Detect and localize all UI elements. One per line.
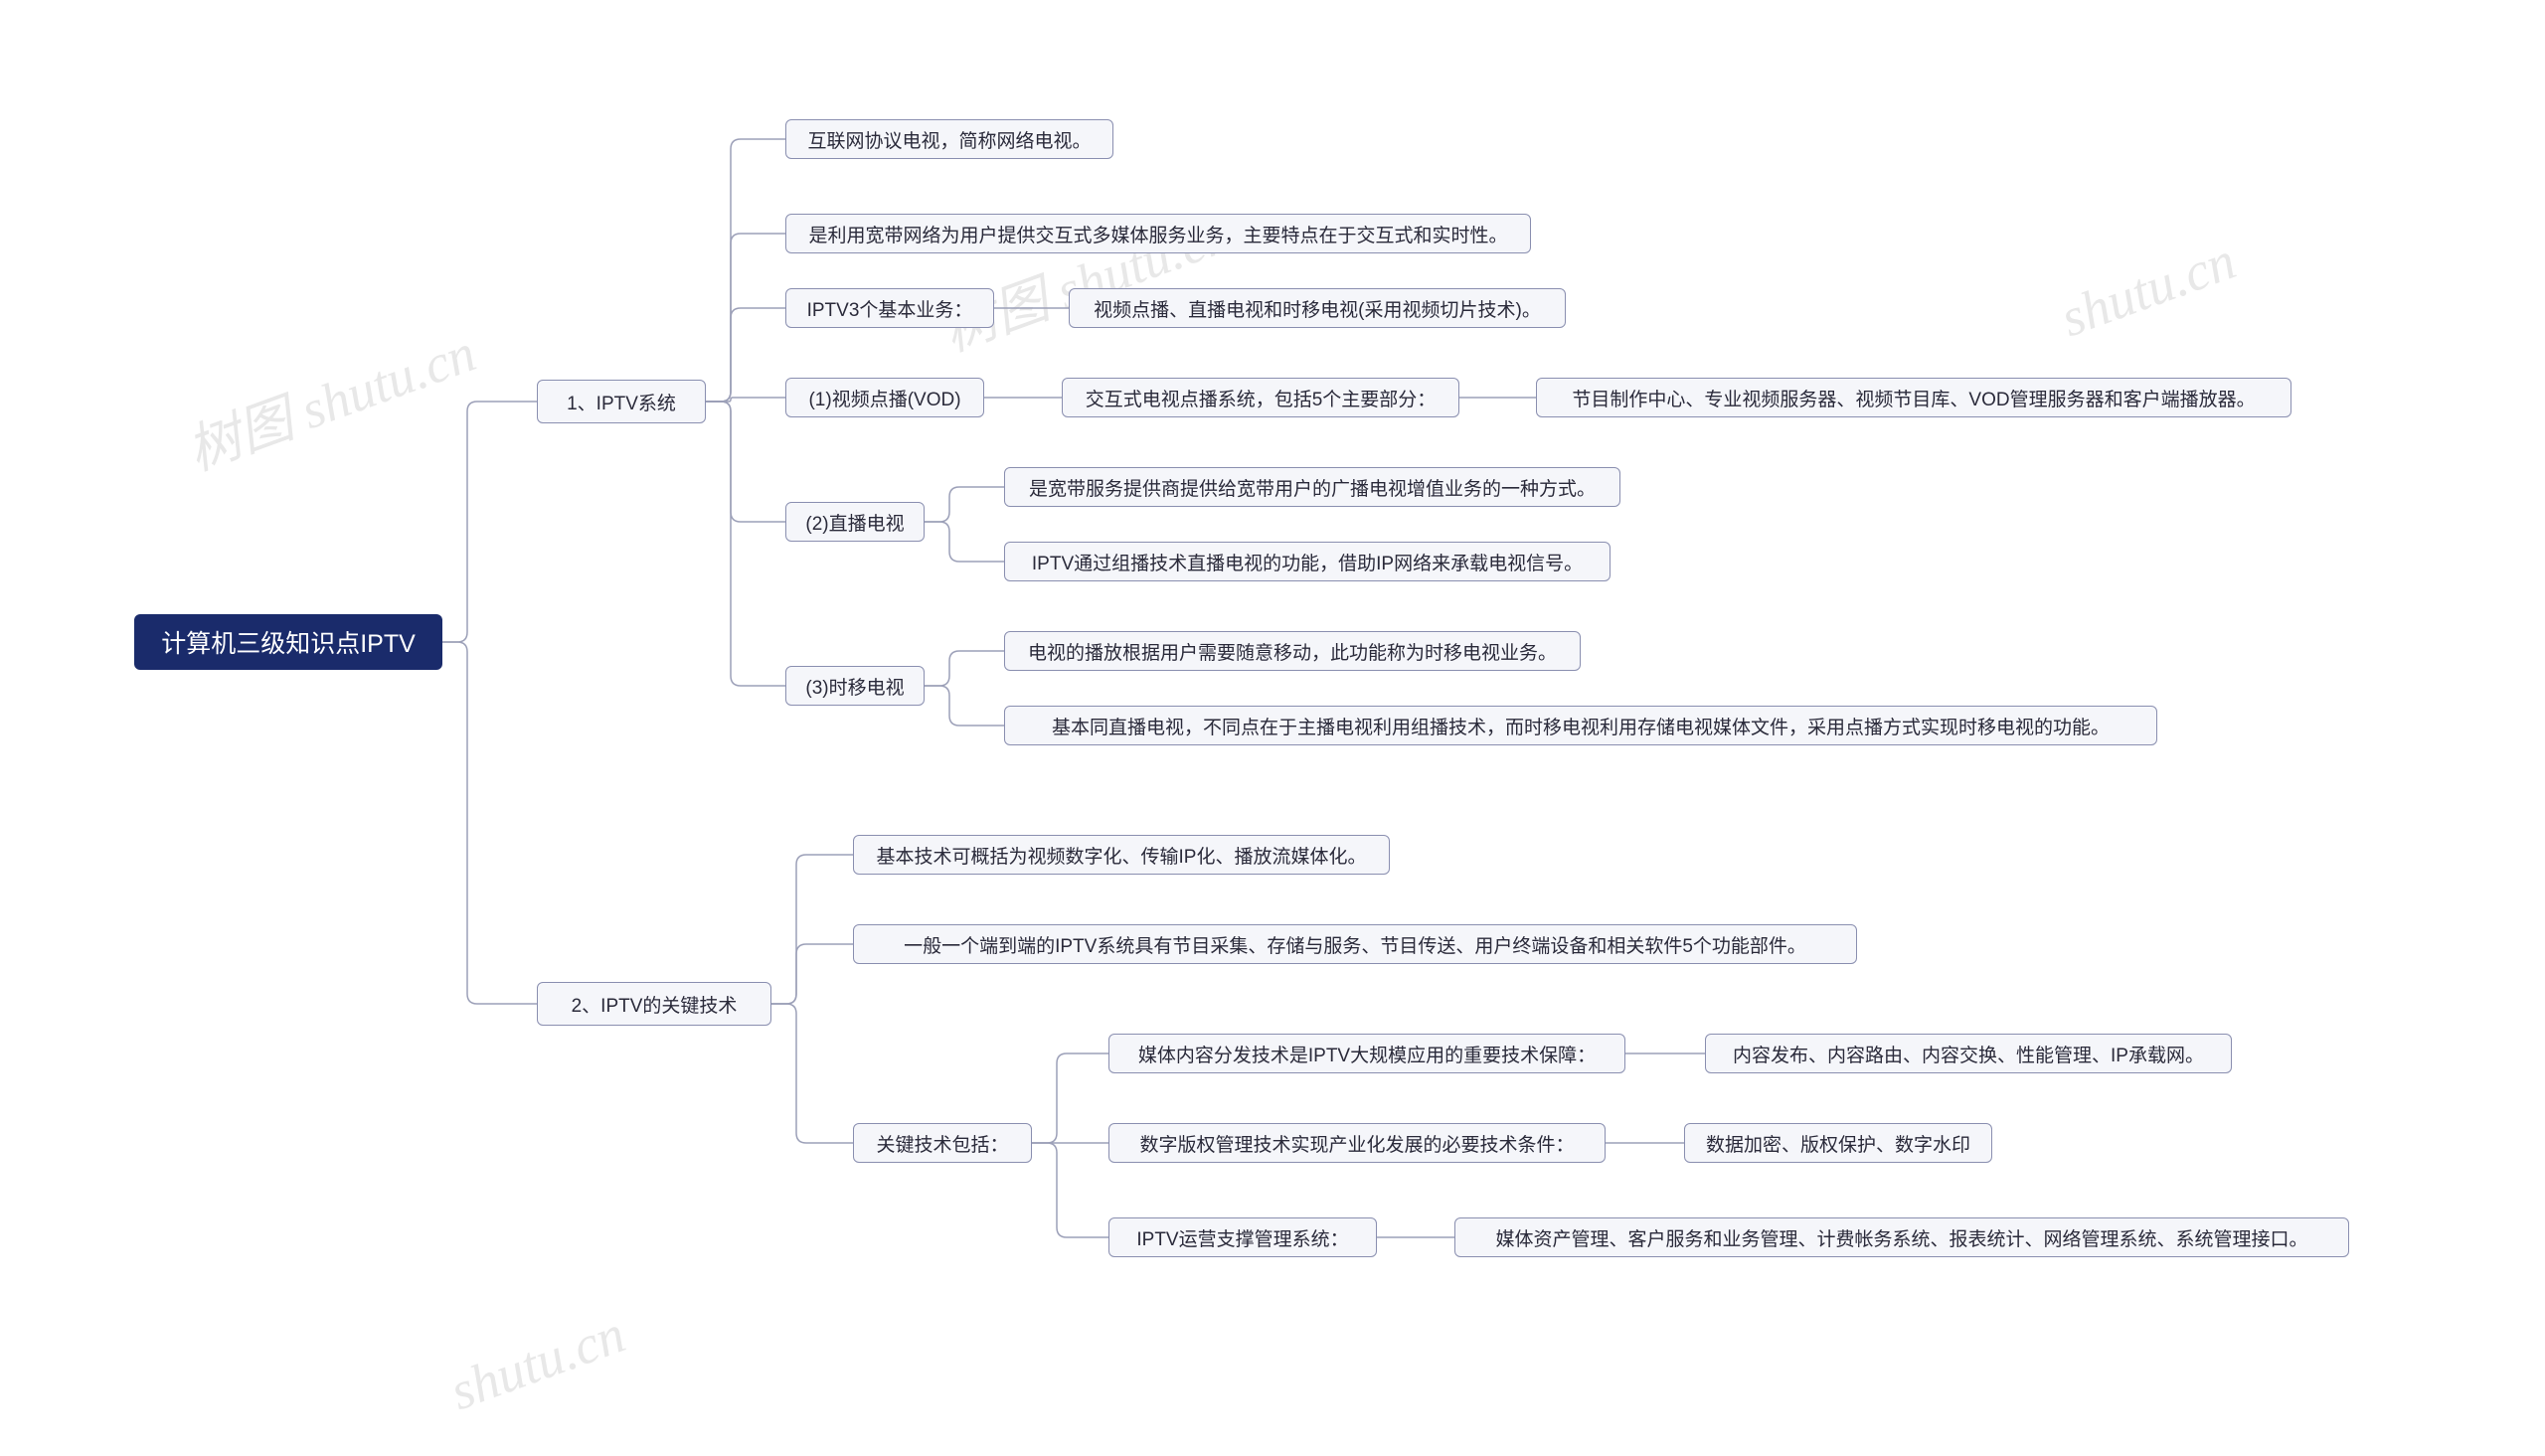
leaf-b1c5b: IPTV通过组播技术直播电视的功能，借助IP网络来承载电视信号。 [1004, 542, 1611, 581]
leaf-b1c1: 互联网协议电视，简称网络电视。 [785, 119, 1113, 159]
leaf-b1c3a: 视频点播、直播电视和时移电视(采用视频切片技术)。 [1069, 288, 1566, 328]
leaf-b1c2: 是利用宽带网络为用户提供交互式多媒体服务业务，主要特点在于交互式和实时性。 [785, 214, 1531, 253]
leaf-b2c3c: IPTV运营支撑管理系统： [1108, 1217, 1377, 1257]
leaf-b2c3a1: 内容发布、内容路由、内容交换、性能管理、IP承载网。 [1705, 1034, 2232, 1073]
leaf-b1c4: (1)视频点播(VOD) [785, 378, 984, 417]
leaf-b2c1: 基本技术可概括为视频数字化、传输IP化、播放流媒体化。 [853, 835, 1390, 875]
nodes-layer: 计算机三级知识点IPTV 1、IPTV系统 2、IPTV的关键技术 互联网协议电… [0, 0, 2545, 1456]
leaf-b1c5a: 是宽带服务提供商提供给宽带用户的广播电视增值业务的一种方式。 [1004, 467, 1620, 507]
leaf-b2c3b: 数字版权管理技术实现产业化发展的必要技术条件： [1108, 1123, 1606, 1163]
leaf-b1c3: IPTV3个基本业务： [785, 288, 994, 328]
leaf-b2c3a: 媒体内容分发技术是IPTV大规模应用的重要技术保障： [1108, 1034, 1625, 1073]
leaf-b2c3b1: 数据加密、版权保护、数字水印 [1684, 1123, 1992, 1163]
leaf-b1c5: (2)直播电视 [785, 502, 925, 542]
leaf-b1c6: (3)时移电视 [785, 666, 925, 706]
leaf-b1c6a: 电视的播放根据用户需要随意移动，此功能称为时移电视业务。 [1004, 631, 1581, 671]
branch-iptv-key-tech: 2、IPTV的关键技术 [537, 982, 771, 1026]
leaf-b1c6b: 基本同直播电视，不同点在于主播电视利用组播技术，而时移电视利用存储电视媒体文件，… [1004, 706, 2157, 745]
leaf-b1c4b: 节目制作中心、专业视频服务器、视频节目库、VOD管理服务器和客户端播放器。 [1536, 378, 2291, 417]
leaf-b2c2: 一般一个端到端的IPTV系统具有节目采集、存储与服务、节目传送、用户终端设备和相… [853, 924, 1857, 964]
leaf-b2c3: 关键技术包括： [853, 1123, 1032, 1163]
leaf-b2c3c1: 媒体资产管理、客户服务和业务管理、计费帐务系统、报表统计、网络管理系统、系统管理… [1454, 1217, 2349, 1257]
leaf-b1c4a: 交互式电视点播系统，包括5个主要部分： [1062, 378, 1459, 417]
branch-iptv-system: 1、IPTV系统 [537, 380, 706, 423]
root-node: 计算机三级知识点IPTV [134, 614, 442, 670]
